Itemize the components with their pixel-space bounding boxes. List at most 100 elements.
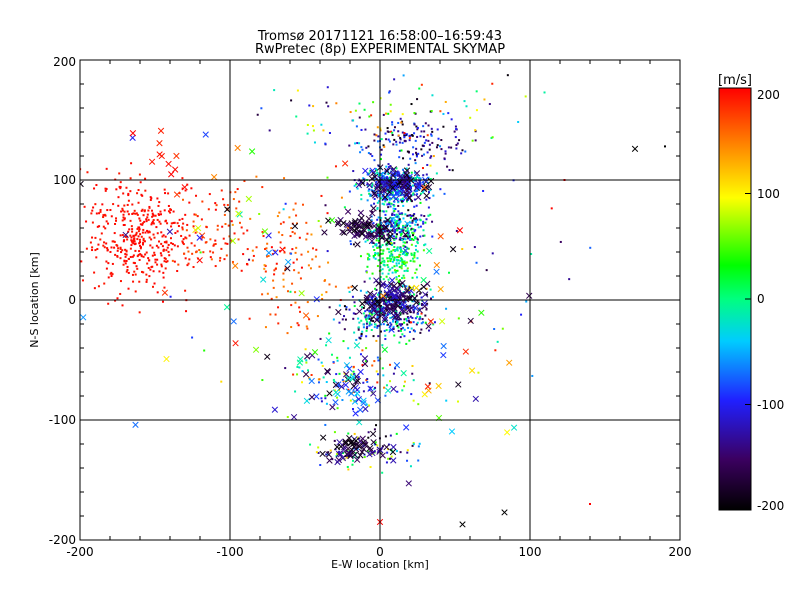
scatter-point bbox=[379, 330, 382, 333]
scatter-point bbox=[395, 278, 398, 281]
scatter-point bbox=[366, 378, 369, 381]
scatter-point bbox=[403, 136, 406, 139]
scatter-point bbox=[150, 197, 153, 200]
scatter-x-mark bbox=[383, 443, 390, 451]
scatter-point bbox=[398, 318, 401, 321]
scatter-point bbox=[343, 305, 346, 308]
scatter-point bbox=[310, 233, 313, 236]
scatter-point bbox=[371, 301, 374, 304]
scatter-point bbox=[420, 83, 423, 86]
scatter-point bbox=[376, 169, 379, 172]
scatter-point bbox=[421, 154, 424, 157]
scatter-x-mark bbox=[325, 451, 333, 458]
scatter-point bbox=[223, 258, 226, 261]
scatter-point bbox=[422, 229, 425, 232]
scatter-point bbox=[150, 266, 153, 269]
scatter-point bbox=[664, 145, 666, 148]
scatter-point bbox=[376, 171, 379, 174]
scatter-point bbox=[124, 248, 127, 251]
scatter-point bbox=[91, 221, 94, 224]
scatter-point bbox=[132, 254, 135, 257]
scatter-point bbox=[387, 138, 390, 141]
scatter-point bbox=[348, 308, 351, 311]
scatter-point bbox=[356, 436, 359, 439]
scatter-point bbox=[388, 269, 391, 272]
scatter-point bbox=[320, 361, 323, 364]
scatter-point bbox=[358, 142, 361, 145]
scatter-point bbox=[166, 260, 169, 263]
scatter-point bbox=[422, 222, 425, 225]
scatter-point bbox=[140, 270, 143, 273]
scatter-x-mark bbox=[390, 457, 397, 464]
scatter-x-mark bbox=[390, 179, 398, 186]
scatter-point bbox=[347, 432, 350, 435]
scatter-point bbox=[384, 213, 387, 216]
scatter-point bbox=[80, 260, 83, 263]
scatter-point bbox=[391, 320, 394, 323]
scatter-point bbox=[414, 190, 417, 193]
scatter-point bbox=[435, 172, 438, 175]
scatter-point bbox=[408, 137, 411, 140]
scatter-point bbox=[415, 125, 418, 128]
scatter-point bbox=[394, 223, 397, 226]
scatter-point bbox=[389, 434, 392, 437]
scatter-point bbox=[402, 157, 405, 160]
scatter-point bbox=[403, 328, 406, 331]
scatter-point bbox=[284, 202, 287, 205]
scatter-point bbox=[402, 200, 405, 203]
scatter-point bbox=[531, 374, 534, 377]
scatter-point bbox=[149, 198, 152, 201]
scatter-x-mark bbox=[345, 374, 352, 382]
scatter-point bbox=[160, 231, 163, 234]
scatter-point bbox=[412, 329, 415, 332]
scatter-point bbox=[390, 223, 393, 226]
scatter-point bbox=[159, 222, 162, 225]
scatter-point bbox=[397, 193, 400, 196]
scatter-point bbox=[395, 432, 398, 435]
scatter-point bbox=[151, 215, 154, 218]
scatter-point bbox=[127, 194, 130, 197]
scatter-point bbox=[411, 444, 414, 447]
scatter-point bbox=[422, 220, 425, 223]
scatter-point bbox=[95, 184, 98, 187]
scatter-point bbox=[353, 184, 356, 187]
scatter-point bbox=[199, 251, 202, 254]
scatter-point bbox=[402, 241, 405, 244]
scatter-point bbox=[360, 146, 363, 149]
scatter-point bbox=[220, 189, 223, 192]
scatter-point bbox=[436, 128, 439, 131]
scatter-point bbox=[115, 219, 118, 222]
scatter-point bbox=[225, 254, 228, 257]
scatter-point bbox=[393, 259, 396, 262]
scatter-point bbox=[412, 214, 415, 217]
scatter-point bbox=[403, 269, 406, 272]
scatter-point bbox=[148, 275, 151, 278]
scatter-point bbox=[390, 323, 393, 326]
scatter-point bbox=[327, 451, 330, 454]
scatter-point bbox=[121, 219, 124, 222]
scatter-point bbox=[224, 242, 227, 245]
scatter-point bbox=[403, 335, 406, 338]
scatter-x-mark bbox=[344, 208, 352, 215]
scatter-point bbox=[365, 327, 368, 330]
scatter-point bbox=[406, 234, 409, 237]
colorbar-tick-2: 0 bbox=[757, 292, 765, 306]
scatter-point bbox=[419, 135, 422, 138]
scatter-point bbox=[151, 212, 154, 215]
scatter-point bbox=[324, 394, 327, 397]
scatter-point bbox=[396, 247, 399, 250]
scatter-x-mark bbox=[342, 381, 349, 389]
scatter-point bbox=[393, 230, 396, 233]
scatter-point bbox=[431, 94, 434, 97]
scatter-point bbox=[188, 258, 191, 261]
scatter-point bbox=[388, 203, 391, 206]
scatter-point bbox=[413, 230, 416, 233]
scatter-point bbox=[245, 262, 248, 265]
scatter-x-mark bbox=[403, 424, 410, 431]
scatter-point bbox=[373, 306, 376, 309]
scatter-point bbox=[392, 227, 395, 230]
scatter-point bbox=[393, 200, 396, 203]
scatter-point bbox=[274, 267, 277, 270]
scatter-point bbox=[455, 229, 458, 232]
scatter-point bbox=[236, 188, 239, 191]
